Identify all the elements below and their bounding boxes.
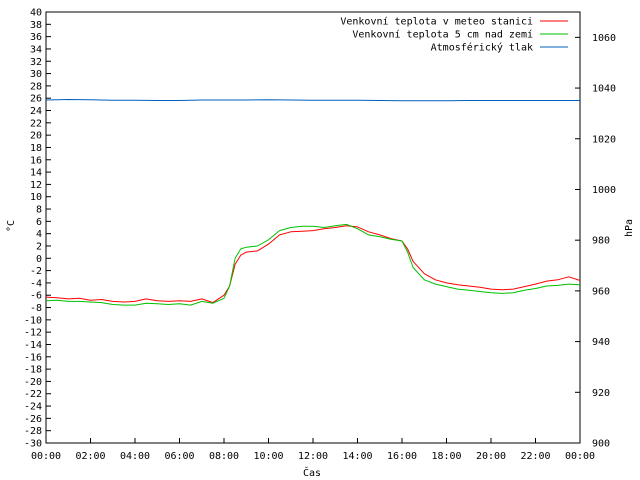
y-tick-label: -10: [24, 315, 42, 326]
x-tick-label: 00:00: [565, 451, 595, 462]
x-axis: 00:00 02:00 04:00 06:00 08:00 10:00 12:00 14:00…: [31, 438, 595, 462]
x-axis-label: Čas: [303, 466, 321, 479]
x-tick-label: 10:00: [253, 451, 283, 462]
x-tick-label: 04:00: [120, 451, 150, 462]
y2-tick-label: 920: [592, 388, 610, 399]
y-tick-label: 6: [36, 217, 42, 228]
y2-axis-label: hPa: [624, 219, 635, 237]
y-tick-label: 0: [36, 254, 42, 265]
y-tick-label: -30: [24, 439, 42, 450]
y2-tick-label: 1060: [592, 33, 616, 44]
y-tick-label: 28: [30, 81, 42, 92]
x-tick-label: 14:00: [342, 451, 372, 462]
x-tick-label: 02:00: [75, 451, 105, 462]
y-tick-label: 16: [30, 155, 42, 166]
x-tick-label: 18:00: [431, 451, 461, 462]
y-tick-label: -28: [24, 426, 42, 437]
x-tick-label: 16:00: [387, 451, 417, 462]
y-tick-label: -14: [24, 340, 42, 351]
y-axis-left: -30-28-26-24-22-20-18-16-14-12-10-8-6-4-…: [24, 8, 51, 450]
legend-label-2: Atmosférický tlak: [431, 42, 533, 54]
y-tick-label: 32: [30, 57, 42, 68]
y-axis-label: °C: [6, 220, 17, 232]
y-axis-right: 900 920 940 960 980 1000 1020 1040 1060: [575, 33, 616, 450]
y-tick-label: 20: [30, 131, 42, 142]
legend-label-1: Venkovní teplota 5 cm nad zemí: [352, 29, 533, 41]
y-tick-label: 18: [30, 143, 42, 154]
y-tick-label: -2: [30, 266, 42, 277]
y-tick-label: -24: [24, 402, 42, 413]
plot-border: [45, 11, 581, 444]
legend-label-0: Venkovní teplota v meteo stanici: [340, 16, 533, 28]
y-tick-label: -16: [24, 352, 42, 363]
y2-tick-label: 960: [592, 286, 610, 297]
y-tick-label: 12: [30, 180, 42, 191]
y-tick-label: 36: [30, 32, 42, 43]
y-tick-label: 10: [30, 192, 42, 203]
y2-tick-label: 1040: [592, 84, 616, 95]
y2-tick-label: 1000: [592, 185, 616, 196]
y-tick-label: 38: [30, 20, 42, 31]
y-tick-label: 24: [30, 106, 42, 117]
y-tick-label: 26: [30, 94, 42, 105]
y-tick-label: -12: [24, 328, 42, 339]
y2-tick-label: 1020: [592, 134, 616, 145]
x-tick-label: 12:00: [298, 451, 328, 462]
x-tick-label: 00:00: [31, 451, 61, 462]
series-lines: [45, 99, 581, 306]
y-tick-label: 30: [30, 69, 42, 80]
series-line-0: [45, 225, 581, 304]
y-tick-label: 14: [30, 168, 42, 179]
y-tick-label: -8: [30, 303, 42, 314]
x-tick-label: 20:00: [476, 451, 506, 462]
y-tick-label: -6: [30, 291, 42, 302]
y-tick-label: -22: [24, 389, 42, 400]
x-tick-label: 22:00: [520, 451, 550, 462]
x-tick-label: 08:00: [209, 451, 239, 462]
y-tick-label: 2: [36, 241, 42, 252]
y-tick-label: 4: [36, 229, 42, 240]
series-line-2: [45, 99, 580, 102]
y2-tick-label: 980: [592, 236, 610, 247]
y2-tick-label: 900: [592, 439, 610, 450]
y-tick-label: 8: [36, 205, 42, 216]
y-tick-label: 22: [30, 118, 42, 129]
y-tick-label: -26: [24, 414, 42, 425]
y-tick-label: -20: [24, 377, 42, 388]
x-tick-label: 06:00: [164, 451, 194, 462]
series-line-1: [45, 223, 581, 306]
y-tick-label: 34: [30, 44, 42, 55]
plot-area: [45, 11, 581, 444]
legend: Venkovní teplota v meteo staniciVenkovní…: [340, 16, 568, 54]
y-tick-label: 40: [30, 8, 42, 19]
y-tick-label: -4: [30, 278, 42, 289]
y2-tick-label: 940: [592, 337, 610, 348]
y-tick-label: -18: [24, 365, 42, 376]
